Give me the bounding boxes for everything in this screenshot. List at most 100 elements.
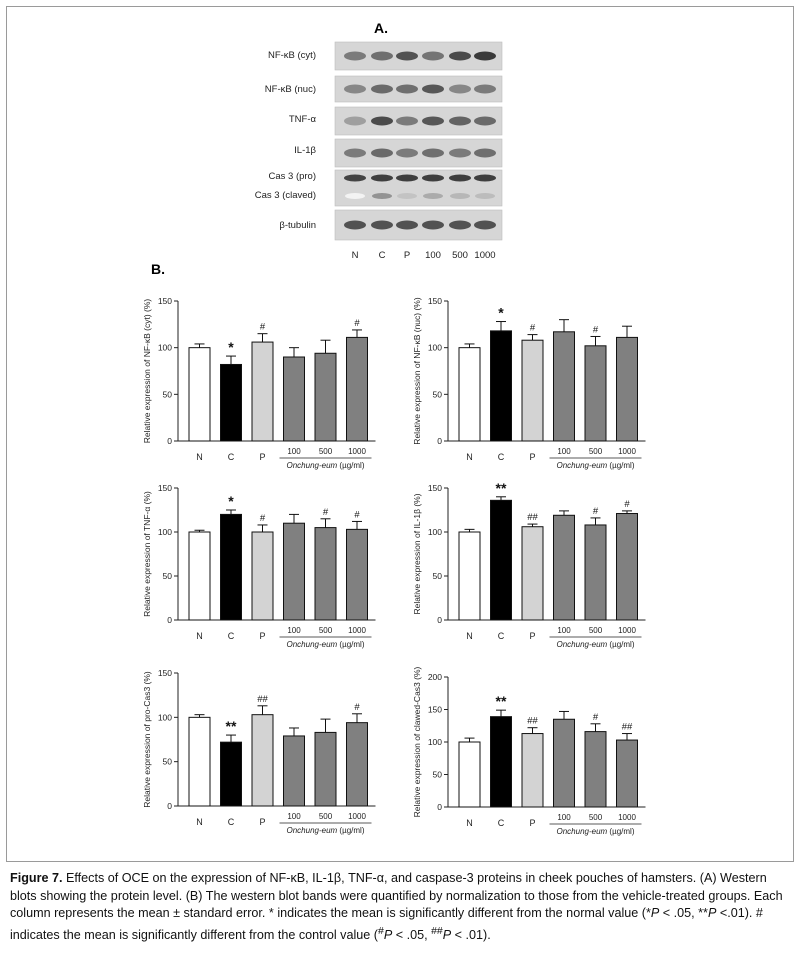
caption-text-3: <.01). # indicates the mean is significa… xyxy=(10,906,763,942)
chart-nfkb-nuc: 0 50 100 150 Relative expression of NF-κB (n… xyxy=(412,296,646,470)
y-tick-label: 100 xyxy=(158,527,172,537)
x-tick-label-c: C xyxy=(498,818,505,828)
group-label-name: Onchung-eum xyxy=(557,827,608,836)
blot-band xyxy=(422,84,444,94)
chart-pro-cas3: 0 50 100 150 Relative expression of pro-Cas3… xyxy=(142,668,376,835)
significance-mark: ** xyxy=(496,693,507,709)
blot-lane-label-p: P xyxy=(404,250,410,261)
x-tick-label-500: 500 xyxy=(589,626,603,635)
blot-band xyxy=(422,51,444,61)
x-tick-label-500: 500 xyxy=(319,447,333,456)
x-tick-label-1000: 1000 xyxy=(348,447,366,456)
bar-p xyxy=(521,733,544,808)
x-tick-label-p: P xyxy=(529,631,535,641)
bar-1000 xyxy=(346,336,368,442)
caption-p3: P xyxy=(383,927,393,942)
chart-tnf-alpha: 0 50 100 150 Relative expression of TNF-α (%… xyxy=(142,483,376,649)
blot-band xyxy=(344,116,366,126)
blot-band xyxy=(371,51,393,61)
blot-band xyxy=(371,148,393,158)
blot-band xyxy=(345,193,365,199)
blot-band xyxy=(449,220,471,230)
caption-text-5: < .01). xyxy=(451,927,491,942)
y-axis-label: Relative expression of IL-1β (%) xyxy=(412,493,422,614)
y-axis-label: Relative expression of clawed-Cas3 (%) xyxy=(412,666,422,817)
blot-band xyxy=(423,193,443,199)
chart-clawed-cas3: 0 50 100 150 200 Relative expression of clawe… xyxy=(412,666,646,836)
group-label-unit: (µg/ml) xyxy=(607,640,635,649)
bar-n xyxy=(458,347,481,442)
significance-mark: ## xyxy=(527,716,538,727)
blot-band xyxy=(474,174,496,182)
bar-500 xyxy=(584,524,607,621)
blot-band xyxy=(372,193,392,199)
group-label: Onchung-eum (µg/ml) xyxy=(287,826,365,835)
blot-band xyxy=(344,220,366,230)
bar-p xyxy=(251,341,274,442)
group-label-name: Onchung-eum xyxy=(287,461,338,470)
y-tick-label: 100 xyxy=(158,343,172,353)
y-tick-label: 50 xyxy=(433,770,443,780)
y-tick-label: 100 xyxy=(428,343,442,353)
bar-500 xyxy=(584,731,607,808)
chart-il1-beta: 0 50 100 150 Relative expression of IL-1β (%… xyxy=(412,480,646,649)
bar-n xyxy=(188,531,211,621)
group-label-unit: (µg/ml) xyxy=(337,640,365,649)
x-tick-label-1000: 1000 xyxy=(348,626,366,635)
significance-mark: * xyxy=(498,305,504,321)
bar-p xyxy=(521,339,544,442)
group-label-unit: (µg/ml) xyxy=(337,826,365,835)
group-label-unit: (µg/ml) xyxy=(607,827,635,836)
significance-mark: # xyxy=(323,507,329,518)
blot-lane-label-c: C xyxy=(379,250,386,261)
caption-p4: P xyxy=(442,927,452,942)
x-tick-label-p: P xyxy=(529,818,535,828)
blot-band xyxy=(449,174,471,182)
y-tick-label: 50 xyxy=(433,571,443,581)
y-tick-label: 0 xyxy=(437,436,442,446)
bar-100 xyxy=(553,331,575,442)
blot-band xyxy=(449,51,471,61)
x-tick-label-n: N xyxy=(196,817,203,827)
group-label-name: Onchung-eum xyxy=(287,640,338,649)
bar-500 xyxy=(584,345,607,442)
blot-band xyxy=(371,220,393,230)
y-tick-label: 0 xyxy=(167,436,172,446)
blot-row-label-nf-b-nuc: NF-κB (nuc) xyxy=(265,84,316,95)
group-label-name: Onchung-eum xyxy=(557,461,608,470)
y-tick-label: 50 xyxy=(163,571,173,581)
x-tick-label-1000: 1000 xyxy=(618,447,636,456)
blot-lane-label-100: 100 xyxy=(425,250,441,261)
bar-p xyxy=(251,714,274,807)
blot-band xyxy=(422,116,444,126)
x-tick-label-500: 500 xyxy=(319,812,333,821)
x-tick-label-n: N xyxy=(196,452,203,462)
significance-mark: # xyxy=(593,506,599,517)
significance-mark: # xyxy=(260,322,266,333)
blot-row-label-nf-b-cyt: NF-κB (cyt) xyxy=(268,50,316,61)
significance-mark: # xyxy=(354,509,360,520)
x-tick-label-n: N xyxy=(466,631,473,641)
blot-band xyxy=(450,193,470,199)
bar-500 xyxy=(314,527,337,621)
blot-lane-label-500: 500 xyxy=(452,250,468,261)
x-tick-label-p: P xyxy=(259,631,265,641)
x-tick-label-500: 500 xyxy=(319,626,333,635)
bar-500 xyxy=(314,731,337,807)
bar-100 xyxy=(553,514,575,621)
x-tick-label-p: P xyxy=(529,452,535,462)
bar-n xyxy=(458,531,481,621)
blot-band xyxy=(474,51,496,61)
group-label: Onchung-eum (µg/ml) xyxy=(557,640,635,649)
x-tick-label-p: P xyxy=(259,817,265,827)
bar-100 xyxy=(553,718,575,808)
y-tick-label: 100 xyxy=(428,737,442,747)
blot-band xyxy=(474,116,496,126)
caption-p1: P xyxy=(650,906,660,920)
y-tick-label: 150 xyxy=(428,705,442,715)
y-tick-label: 200 xyxy=(428,672,442,682)
group-label: Onchung-eum (µg/ml) xyxy=(287,461,365,470)
blot-band xyxy=(422,148,444,158)
significance-mark: * xyxy=(228,339,234,355)
y-axis-label: Relative expression of NF-κB (cyt) (%) xyxy=(142,299,152,444)
